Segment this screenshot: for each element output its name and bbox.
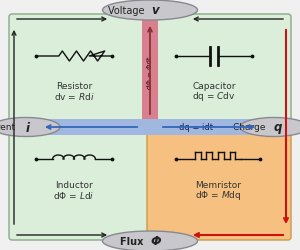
FancyBboxPatch shape bbox=[147, 124, 291, 240]
Bar bbox=[142, 20, 158, 128]
FancyBboxPatch shape bbox=[147, 15, 291, 130]
Text: Capacitor: Capacitor bbox=[192, 82, 236, 91]
Text: dΦ = $M$dq: dΦ = $M$dq bbox=[195, 189, 241, 202]
Ellipse shape bbox=[0, 118, 60, 137]
Bar bbox=[30, 120, 270, 136]
Text: dΦ = Φdt: dΦ = Φdt bbox=[147, 56, 153, 89]
Text: q: q bbox=[274, 121, 282, 134]
Text: dΦ = $L$d$i$: dΦ = $L$d$i$ bbox=[53, 190, 94, 201]
Text: Resistor: Resistor bbox=[56, 82, 92, 91]
Text: v: v bbox=[151, 4, 159, 18]
Ellipse shape bbox=[240, 118, 300, 137]
Text: i: i bbox=[26, 121, 30, 134]
Text: dq = $C$dv: dq = $C$dv bbox=[192, 90, 236, 103]
Text: Voltage: Voltage bbox=[108, 6, 148, 16]
Ellipse shape bbox=[103, 1, 197, 21]
FancyBboxPatch shape bbox=[9, 124, 153, 240]
Text: Inductor: Inductor bbox=[55, 181, 93, 190]
Text: Memristor: Memristor bbox=[195, 181, 241, 190]
Ellipse shape bbox=[103, 231, 197, 250]
Text: Current: Current bbox=[0, 123, 18, 132]
Text: Flux: Flux bbox=[120, 236, 147, 246]
Text: Φ: Φ bbox=[151, 234, 161, 248]
Text: dq = idt: dq = idt bbox=[179, 123, 213, 132]
FancyBboxPatch shape bbox=[9, 15, 153, 130]
Text: dv = $R$d$i$: dv = $R$d$i$ bbox=[54, 91, 94, 102]
Text: Charge: Charge bbox=[232, 123, 268, 132]
